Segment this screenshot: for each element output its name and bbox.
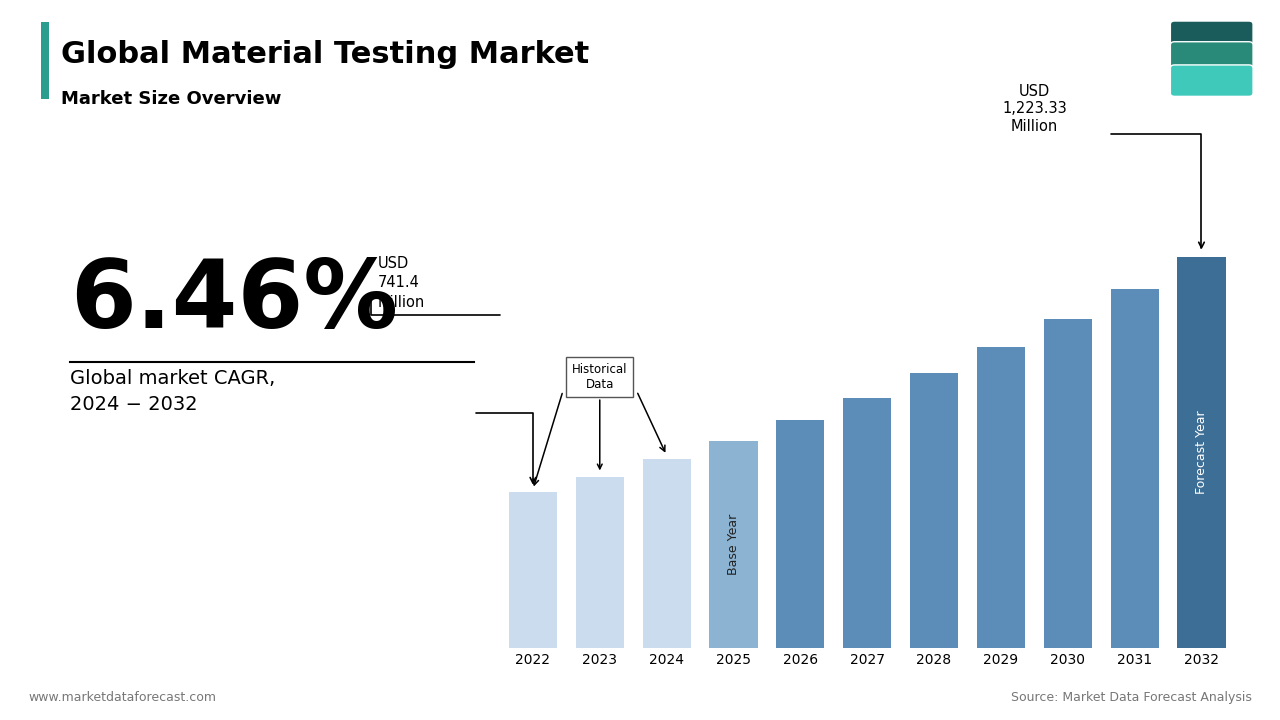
Text: www.marketdataforecast.com: www.marketdataforecast.com (28, 691, 216, 704)
Bar (1043, 319, 1092, 648)
Text: Forecast Year: Forecast Year (1196, 411, 1208, 495)
Text: USD
1,223.33
Million: USD 1,223.33 Million (1002, 84, 1066, 134)
FancyBboxPatch shape (1170, 21, 1253, 53)
Bar (1111, 289, 1158, 648)
Text: Source: Market Data Forecast Analysis: Source: Market Data Forecast Analysis (1011, 691, 1252, 704)
Bar (643, 459, 691, 648)
Bar (509, 492, 557, 648)
FancyBboxPatch shape (1170, 42, 1253, 73)
Bar (709, 441, 758, 648)
Bar (776, 420, 824, 648)
Text: Market Size Overview: Market Size Overview (61, 90, 282, 108)
Text: Historical
Data: Historical Data (572, 363, 627, 469)
Text: Global Material Testing Market: Global Material Testing Market (61, 40, 590, 68)
Bar (910, 373, 959, 648)
Text: Base Year: Base Year (727, 513, 740, 575)
Text: USD
741.4
Million: USD 741.4 Million (378, 256, 425, 310)
Bar (844, 397, 891, 648)
FancyBboxPatch shape (1170, 65, 1253, 96)
Text: 6.46%: 6.46% (70, 256, 398, 348)
Bar (977, 347, 1025, 648)
Text: Global market CAGR,
2024 − 2032: Global market CAGR, 2024 − 2032 (70, 369, 275, 414)
Bar (1178, 257, 1225, 648)
Bar (576, 477, 623, 648)
